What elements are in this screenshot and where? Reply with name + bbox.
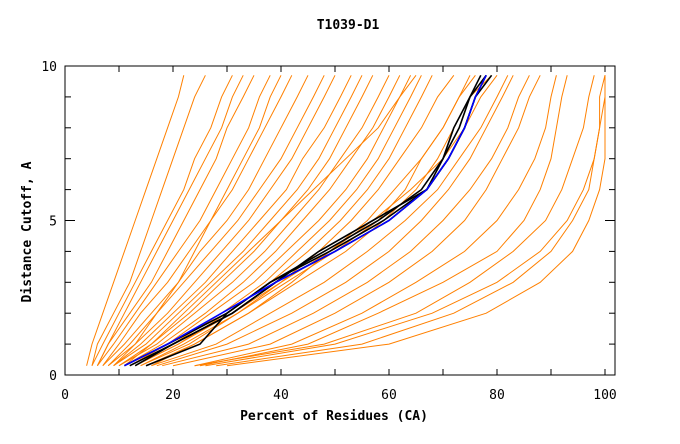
series-line-orange-11 bbox=[118, 75, 374, 367]
series-line-orange-8 bbox=[107, 75, 336, 367]
series-line-orange-22 bbox=[140, 75, 476, 367]
series-line-orange-31 bbox=[172, 75, 541, 367]
series-line-orange-1 bbox=[91, 75, 206, 366]
series-line-orange-17 bbox=[140, 75, 455, 367]
series-line-orange-16 bbox=[134, 75, 433, 367]
y-tick-label: 0 bbox=[49, 369, 57, 384]
series-line-orange-32 bbox=[162, 75, 530, 367]
series-line-black-36 bbox=[134, 74, 487, 367]
series-line-orange-6 bbox=[102, 75, 309, 367]
series-line-orange-9 bbox=[113, 75, 352, 367]
y-axis-label: Distance Cutoff, A bbox=[20, 161, 35, 302]
series-line-orange-3 bbox=[96, 75, 255, 366]
series-line-orange-29 bbox=[205, 75, 606, 367]
series-line-orange-14 bbox=[129, 75, 412, 367]
series-line-orange-28 bbox=[226, 75, 606, 367]
x-tick-label: 40 bbox=[273, 388, 289, 403]
series-line-orange-10 bbox=[113, 75, 363, 367]
x-tick-label: 100 bbox=[593, 388, 616, 403]
chart-title: T1039-D1 bbox=[317, 18, 380, 33]
series-line-orange-30 bbox=[194, 75, 557, 367]
series-line-orange-0 bbox=[86, 75, 185, 366]
x-tick-label: 80 bbox=[489, 388, 505, 403]
series-group bbox=[86, 74, 606, 367]
series-line-orange-2 bbox=[91, 75, 233, 366]
x-axis-label: Percent of Residues (CA) bbox=[240, 409, 428, 424]
x-tick-label: 20 bbox=[165, 388, 181, 403]
series-line-orange-5 bbox=[102, 75, 293, 367]
series-line-orange-15 bbox=[129, 75, 422, 367]
axes: 0 20 40 60 80 100 0 5 10 bbox=[41, 60, 616, 403]
series-line-orange-19 bbox=[113, 75, 282, 367]
series-line-orange-26 bbox=[194, 75, 595, 367]
y-tick-label: 5 bbox=[49, 215, 57, 230]
series-line-orange-7 bbox=[107, 75, 325, 367]
series-line-orange-12 bbox=[118, 75, 390, 367]
series-line-orange-21 bbox=[124, 75, 417, 367]
series-line-orange-33 bbox=[156, 75, 514, 367]
series-line-orange-23 bbox=[151, 74, 492, 367]
y-tick-label: 10 bbox=[41, 60, 57, 75]
x-tick-label: 60 bbox=[381, 388, 397, 403]
series-line-black-37 bbox=[145, 74, 482, 367]
series-line-black-35 bbox=[124, 74, 487, 367]
series-line-orange-4 bbox=[97, 75, 271, 367]
series-line-orange-20 bbox=[96, 75, 244, 366]
series-line-orange-13 bbox=[124, 75, 401, 367]
series-line-blue-39 bbox=[124, 74, 487, 367]
x-tick-label: 0 bbox=[61, 388, 69, 403]
series-line-orange-25 bbox=[199, 75, 568, 367]
series-line-orange-27 bbox=[216, 75, 606, 367]
series-line-orange-34 bbox=[151, 75, 509, 367]
